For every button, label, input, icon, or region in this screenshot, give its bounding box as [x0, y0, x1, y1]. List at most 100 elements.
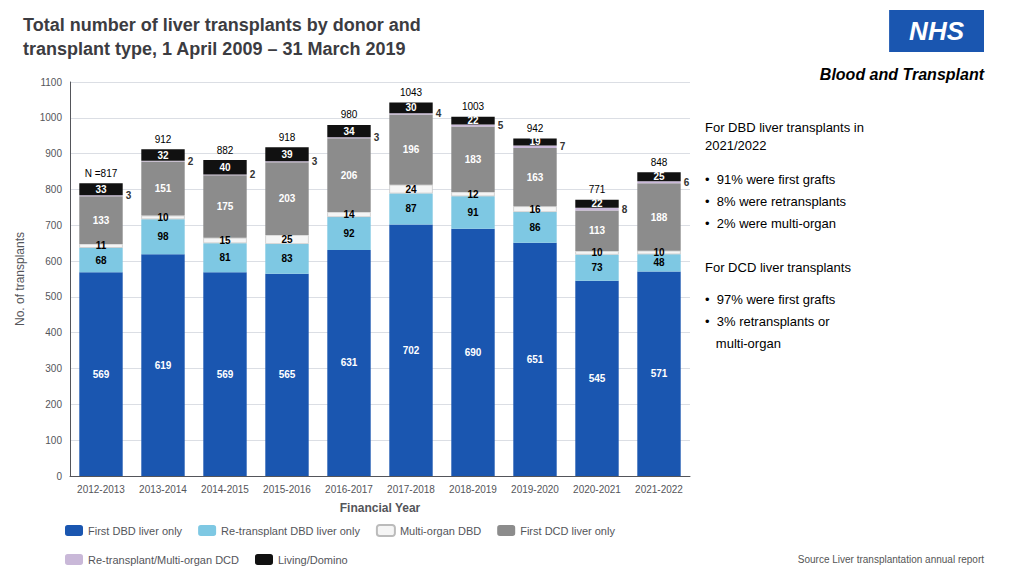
svg-text:848: 848	[651, 157, 668, 168]
svg-text:For DCD liver transplants: For DCD liver transplants	[705, 260, 851, 275]
svg-text:2012-2013: 2012-2013	[77, 484, 125, 495]
svg-text:First DBD liver only: First DBD liver only	[88, 525, 183, 537]
svg-text:2014-2015: 2014-2015	[201, 484, 249, 495]
svg-text:73: 73	[591, 262, 603, 273]
svg-text:32: 32	[157, 150, 169, 161]
svg-text:2021-2022: 2021-2022	[635, 484, 683, 495]
svg-text:918: 918	[279, 132, 296, 143]
svg-text:2016-2017: 2016-2017	[325, 484, 373, 495]
svg-text:2: 2	[188, 156, 194, 167]
svg-text:• 8% were retransplants: • 8% were retransplants	[705, 194, 847, 209]
svg-text:30: 30	[405, 102, 417, 113]
svg-text:196: 196	[403, 144, 420, 155]
svg-text:2019-2020: 2019-2020	[511, 484, 559, 495]
svg-text:565: 565	[279, 369, 296, 380]
svg-text:100: 100	[45, 435, 62, 446]
svg-text:33: 33	[95, 184, 107, 195]
svg-text:400: 400	[45, 327, 62, 338]
svg-text:1043: 1043	[400, 87, 423, 98]
svg-text:No. of transplants: No. of transplants	[13, 232, 27, 326]
svg-text:Financial Year: Financial Year	[340, 501, 421, 515]
svg-text:12: 12	[467, 189, 479, 200]
svg-text:8: 8	[622, 204, 628, 215]
svg-text:81: 81	[219, 252, 231, 263]
svg-text:2017-2018: 2017-2018	[387, 484, 435, 495]
svg-text:• 91% were first grafts: • 91% were first grafts	[705, 172, 836, 187]
svg-text:34: 34	[343, 126, 355, 137]
svg-text:2018-2019: 2018-2019	[449, 484, 497, 495]
svg-text:86: 86	[529, 222, 541, 233]
svg-text:4: 4	[436, 108, 442, 119]
svg-text:631: 631	[341, 357, 358, 368]
svg-text:206: 206	[341, 170, 358, 181]
svg-text:151: 151	[155, 183, 172, 194]
svg-text:569: 569	[93, 369, 110, 380]
svg-text:3: 3	[312, 156, 318, 167]
svg-text:25: 25	[281, 234, 293, 245]
svg-text:1000: 1000	[40, 112, 63, 123]
svg-text:10: 10	[591, 247, 603, 258]
svg-text:163: 163	[527, 172, 544, 183]
svg-text:175: 175	[217, 201, 234, 212]
svg-text:0: 0	[56, 471, 62, 482]
svg-text:702: 702	[403, 345, 420, 356]
svg-text:24: 24	[405, 184, 417, 195]
svg-text:5: 5	[498, 120, 504, 131]
svg-text:14: 14	[343, 209, 355, 220]
svg-text:882: 882	[217, 145, 234, 156]
svg-text:912: 912	[155, 134, 172, 145]
svg-text:Living/Domino: Living/Domino	[278, 554, 348, 566]
svg-text:800: 800	[45, 184, 62, 195]
svg-text:2013-2014: 2013-2014	[139, 484, 187, 495]
svg-text:Multi-organ DBD: Multi-organ DBD	[400, 525, 481, 537]
svg-text:10: 10	[157, 212, 169, 223]
svg-text:91: 91	[467, 207, 479, 218]
svg-text:571: 571	[651, 368, 668, 379]
svg-text:3: 3	[126, 190, 132, 201]
svg-text:• 3% retransplants or: • 3% retransplants or	[705, 314, 830, 329]
svg-text:651: 651	[527, 354, 544, 365]
svg-text:Source Liver transplantation a: Source Liver transplantation annual repo…	[798, 554, 984, 565]
svg-text:2021/2022: 2021/2022	[705, 138, 766, 153]
svg-text:For DBD liver transplants in: For DBD liver transplants in	[705, 120, 864, 135]
svg-text:183: 183	[465, 154, 482, 165]
svg-text:Re-transplant DBD liver only: Re-transplant DBD liver only	[221, 525, 360, 537]
svg-text:16: 16	[529, 204, 541, 215]
svg-text:10: 10	[653, 247, 665, 258]
svg-text:Total number of liver transpla: Total number of liver transplants by don…	[23, 15, 421, 35]
svg-text:83: 83	[281, 253, 293, 264]
svg-text:98: 98	[157, 231, 169, 242]
svg-text:multi-organ: multi-organ	[705, 336, 781, 351]
svg-text:2015-2016: 2015-2016	[263, 484, 311, 495]
svg-text:1003: 1003	[462, 101, 485, 112]
svg-text:Re-transplant/Multi-organ DCD: Re-transplant/Multi-organ DCD	[88, 554, 239, 566]
svg-text:92: 92	[343, 228, 355, 239]
svg-text:6: 6	[684, 177, 690, 188]
svg-text:19: 19	[529, 136, 541, 147]
svg-text:Blood and Transplant: Blood and Transplant	[820, 66, 985, 83]
svg-text:N =817: N =817	[85, 168, 118, 179]
svg-text:15: 15	[219, 235, 231, 246]
svg-text:First DCD liver only: First DCD liver only	[520, 525, 615, 537]
svg-text:619: 619	[155, 360, 172, 371]
svg-text:133: 133	[93, 215, 110, 226]
svg-text:942: 942	[527, 123, 544, 134]
svg-text:771: 771	[589, 184, 606, 195]
svg-text:48: 48	[653, 257, 665, 268]
svg-text:25: 25	[653, 171, 665, 182]
svg-text:transplant type, 1 April 2009: transplant type, 1 April 2009 – 31 March…	[23, 39, 406, 59]
svg-text:2: 2	[250, 169, 256, 180]
svg-text:39: 39	[281, 149, 293, 160]
svg-text:113: 113	[589, 225, 606, 236]
svg-text:980: 980	[341, 109, 358, 120]
svg-text:600: 600	[45, 256, 62, 267]
svg-text:• 97% were first grafts: • 97% were first grafts	[705, 292, 836, 307]
svg-text:7: 7	[560, 141, 566, 152]
svg-text:NHS: NHS	[909, 16, 965, 46]
svg-text:22: 22	[467, 115, 479, 126]
svg-text:900: 900	[45, 148, 62, 159]
svg-text:22: 22	[591, 198, 603, 209]
svg-text:700: 700	[45, 220, 62, 231]
svg-text:545: 545	[589, 373, 606, 384]
svg-text:2020-2021: 2020-2021	[573, 484, 621, 495]
